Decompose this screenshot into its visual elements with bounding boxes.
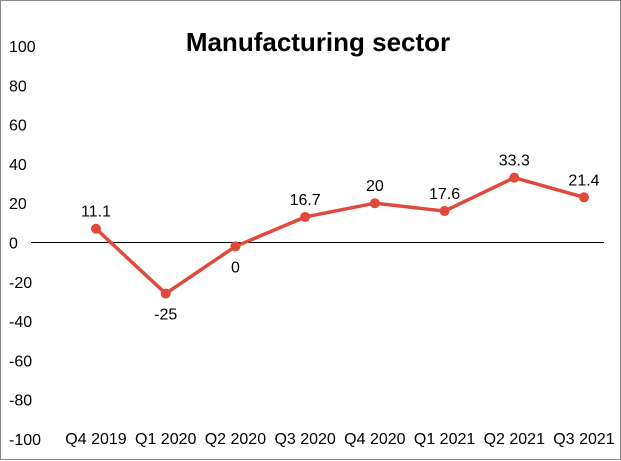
y-tick-label: -80 xyxy=(9,393,32,410)
data-point xyxy=(509,172,520,183)
series-group xyxy=(91,172,589,299)
y-axis: 100 80 60 40 20 0 -20 -40 -60 -80 -100 xyxy=(9,39,604,449)
data-label: 11.1 xyxy=(81,204,111,221)
y-tick-label: -60 xyxy=(9,353,32,370)
data-label: 17.6 xyxy=(429,186,460,203)
data-labels: 11.1 -25 0 16.7 20 17.6 33.3 21.4 xyxy=(81,153,600,324)
x-tick-label: Q1 2021 xyxy=(414,431,475,448)
y-tick-label: -20 xyxy=(9,275,32,292)
x-tick-label: Q3 2020 xyxy=(274,431,335,448)
data-label: 16.7 xyxy=(290,192,321,209)
y-tick-label: 80 xyxy=(9,78,27,95)
data-point xyxy=(230,241,241,252)
x-tick-label: Q2 2021 xyxy=(484,431,545,448)
chart-title: Manufacturing sector xyxy=(186,27,450,57)
y-tick-label: 60 xyxy=(9,118,27,135)
data-point xyxy=(439,206,450,217)
x-tick-label: Q2 2020 xyxy=(205,431,266,448)
x-tick-label: Q4 2020 xyxy=(344,431,405,448)
data-label: 21.4 xyxy=(568,172,599,189)
data-point xyxy=(579,192,589,203)
y-tick-label: 20 xyxy=(9,196,27,213)
data-label: -25 xyxy=(154,307,177,324)
y-tick-label: 100 xyxy=(9,39,36,56)
data-point xyxy=(369,198,380,209)
y-tick-label: 0 xyxy=(9,236,18,253)
y-tick-label: -40 xyxy=(9,314,32,331)
data-label: 20 xyxy=(366,178,384,195)
data-point xyxy=(160,288,171,299)
y-tick-label: 40 xyxy=(9,157,27,174)
x-axis: Q4 2019 Q1 2020 Q2 2020 Q3 2020 Q4 2020 Q1 20… xyxy=(65,431,614,448)
data-point xyxy=(91,223,101,234)
y-tick-label: -100 xyxy=(9,432,41,449)
series-line xyxy=(94,175,585,296)
x-tick-label: Q3 2021 xyxy=(553,431,614,448)
data-point xyxy=(300,211,311,222)
data-label: 0 xyxy=(231,259,240,276)
x-tick-label: Q4 2019 xyxy=(65,431,126,448)
x-tick-label: Q1 2020 xyxy=(135,431,196,448)
data-label: 33.3 xyxy=(499,153,530,170)
